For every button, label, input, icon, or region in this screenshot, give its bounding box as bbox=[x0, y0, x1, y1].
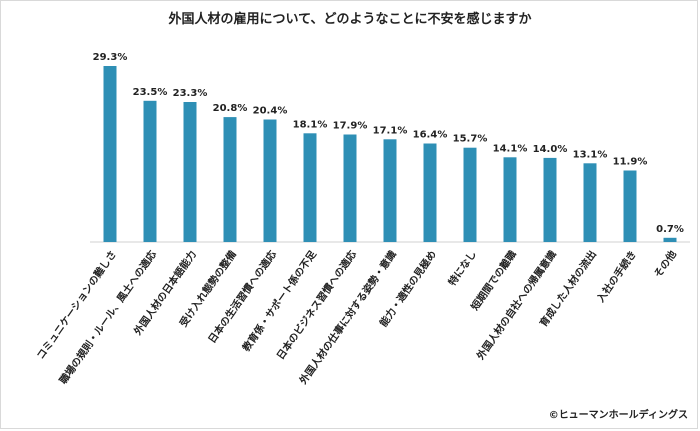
data-label-14: 0.7% bbox=[656, 224, 684, 235]
category-label-13: 入社の手続き bbox=[594, 248, 639, 305]
data-label-11: 14.0% bbox=[533, 144, 568, 155]
data-label-2: 23.3% bbox=[173, 88, 208, 99]
bar-3 bbox=[223, 117, 237, 242]
category-label-5: 教育係・サポート係の不足 bbox=[239, 247, 320, 354]
bar-14 bbox=[663, 237, 677, 242]
bar-13 bbox=[623, 170, 637, 242]
bar-10 bbox=[503, 157, 517, 242]
copyright-text: ©ヒューマンホールディングス bbox=[548, 410, 688, 421]
data-label-1: 23.5% bbox=[133, 87, 168, 98]
bar-9 bbox=[463, 147, 477, 242]
bar-6 bbox=[343, 134, 357, 242]
category-label-0: コミュニケーションの難しさ bbox=[34, 248, 119, 362]
bar-5 bbox=[303, 133, 317, 242]
bar-7 bbox=[383, 139, 397, 242]
data-label-7: 17.1% bbox=[373, 125, 408, 136]
bar-2 bbox=[183, 102, 197, 242]
data-label-12: 13.1% bbox=[573, 149, 608, 160]
data-label-4: 20.4% bbox=[253, 106, 288, 117]
data-label-0: 29.3% bbox=[93, 52, 128, 63]
data-label-10: 14.1% bbox=[493, 143, 528, 154]
category-label-6: 日本のビジネス習慣への適応 bbox=[274, 248, 359, 362]
data-label-13: 11.9% bbox=[613, 157, 648, 168]
data-label-5: 18.1% bbox=[293, 119, 328, 130]
category-label-9: 特になし bbox=[445, 248, 479, 288]
data-label-8: 16.4% bbox=[413, 130, 448, 141]
bar-4 bbox=[263, 119, 277, 242]
bar-12 bbox=[583, 163, 597, 242]
data-label-6: 17.9% bbox=[333, 121, 368, 132]
category-label-14: その他 bbox=[651, 248, 679, 280]
bar-8 bbox=[423, 143, 437, 242]
data-label-9: 15.7% bbox=[453, 134, 488, 145]
data-label-3: 20.8% bbox=[213, 103, 248, 114]
bar-0 bbox=[103, 66, 117, 242]
category-label-4: 日本の生活習慣への適応 bbox=[205, 248, 279, 346]
bar-11 bbox=[543, 157, 557, 242]
chart-title: 外国人材の雇用について、どのようなことに不安を感じますか bbox=[168, 12, 532, 27]
bar-1 bbox=[143, 100, 157, 242]
category-label-11: 外国人材の自社への帰属意識 bbox=[473, 248, 559, 363]
